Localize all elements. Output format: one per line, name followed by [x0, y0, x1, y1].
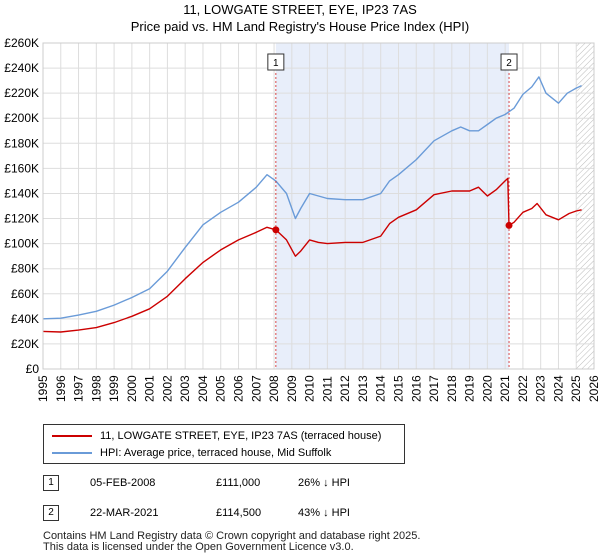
- transaction-date: 22-MAR-2021: [90, 507, 159, 519]
- transaction-marker: 2: [43, 505, 59, 521]
- y-tick-label: £240K: [4, 61, 39, 75]
- price-chart: £0 £20K £40K £60K £80K £100K £120K £140K £160K £1…: [4, 36, 600, 402]
- x-tick-label: 2014: [374, 375, 388, 402]
- plot-border: [42, 42, 595, 370]
- legend-label-hpi: HPI: Average price, terraced house, Mid …: [100, 447, 332, 459]
- y-tick-label: £260K: [4, 36, 39, 50]
- x-tick-label: 1996: [54, 375, 68, 402]
- x-tick-label: 2026: [587, 375, 600, 402]
- y-tick-label: £60K: [11, 287, 39, 301]
- legend-swatch-property: [52, 435, 92, 437]
- x-tick-label: 2025: [569, 375, 583, 402]
- x-tick-label: 2020: [480, 375, 494, 402]
- x-tick-label: 2021: [498, 375, 512, 402]
- x-tick-label: 2008: [267, 375, 281, 402]
- footer-copyright: Contains HM Land Registry data © Crown c…: [43, 530, 421, 542]
- chart-legend: 11, LOWGATE STREET, EYE, IP23 7AS (terra…: [43, 424, 405, 464]
- x-tick-label: 2002: [160, 375, 174, 402]
- transaction-marker: 1: [43, 475, 59, 491]
- chart-subtitle: Price paid vs. HM Land Registry's House …: [130, 19, 470, 34]
- x-tick-label: 2003: [178, 375, 192, 402]
- x-tick-label: 2012: [338, 375, 352, 402]
- x-tick-label: 2013: [356, 375, 370, 402]
- x-tick-label: 2006: [232, 375, 246, 402]
- transaction-price: £111,000: [216, 477, 261, 489]
- legend-label-property: 11, LOWGATE STREET, EYE, IP23 7AS (terra…: [100, 430, 382, 442]
- sale-label-box: [267, 53, 285, 71]
- x-tick-label: 2018: [445, 375, 459, 402]
- legend-item-hpi: HPI: Average price, terraced house, Mid …: [52, 445, 402, 461]
- y-tick-label: £200K: [4, 111, 39, 125]
- x-tick-label: 2015: [391, 375, 405, 402]
- y-tick-label: £40K: [11, 312, 39, 326]
- y-tick-label: £120K: [4, 212, 39, 226]
- x-tick-label: 1999: [107, 375, 121, 402]
- sale-point: [272, 226, 280, 234]
- chart-title: 11, LOWGATE STREET, EYE, IP23 7AS: [183, 2, 417, 17]
- x-tick-label: 2001: [143, 375, 157, 402]
- x-tick-label: 2024: [551, 375, 565, 402]
- x-tick-label: 2009: [285, 375, 299, 402]
- transaction-hpi-diff: 26% ↓ HPI: [298, 477, 350, 489]
- x-tick-label: 2010: [303, 375, 317, 402]
- y-tick-label: £0: [26, 362, 40, 376]
- x-tick-label: 2016: [409, 375, 423, 402]
- x-tick-label: 2007: [249, 375, 263, 402]
- future-hatch-region: [576, 43, 594, 369]
- series-line-property: [42, 177, 582, 333]
- x-tick-label: 2019: [463, 375, 477, 402]
- x-tick-label: 2017: [427, 375, 441, 402]
- x-tick-label: 2004: [196, 375, 210, 402]
- x-tick-label: 1995: [36, 375, 50, 402]
- footer: Contains HM Land Registry data © Crown c…: [43, 531, 420, 553]
- series-line-hpi: [42, 76, 582, 320]
- y-tick-label: £80K: [11, 262, 39, 276]
- transaction-hpi-diff: 43% ↓ HPI: [298, 507, 350, 519]
- sale-label-box: [500, 53, 518, 71]
- y-tick-label: £140K: [4, 186, 39, 200]
- transaction-date: 05-FEB-2008: [90, 477, 156, 489]
- sale-point: [505, 221, 513, 229]
- sale-label-text: 2: [506, 58, 512, 69]
- x-tick-label: 2000: [125, 375, 139, 402]
- y-tick-label: £20K: [11, 337, 39, 351]
- x-tick-label: 2023: [534, 375, 548, 402]
- footer-licence: This data is licensed under the Open Gov…: [43, 541, 354, 553]
- transaction-row: 2 22-MAR-2021 £114,500 43% ↓ HPI: [0, 503, 600, 523]
- transaction-row: 1 05-FEB-2008 £111,000 26% ↓ HPI: [0, 473, 600, 493]
- y-tick-label: £220K: [4, 86, 39, 100]
- x-tick-label: 2022: [516, 375, 530, 402]
- shaded-ownership-period: [275, 43, 510, 369]
- legend-item-property: 11, LOWGATE STREET, EYE, IP23 7AS (terra…: [52, 428, 402, 444]
- x-tick-label: 2011: [320, 376, 334, 402]
- legend-swatch-hpi: [52, 452, 92, 454]
- x-tick-label: 1998: [89, 375, 103, 402]
- y-tick-label: £100K: [4, 237, 39, 251]
- y-tick-label: £160K: [4, 161, 39, 175]
- y-tick-label: £180K: [4, 136, 39, 150]
- sale-label-text: 1: [273, 58, 279, 69]
- transaction-price: £114,500: [216, 507, 262, 519]
- x-tick-label: 1997: [72, 375, 86, 402]
- x-tick-label: 2005: [214, 375, 228, 402]
